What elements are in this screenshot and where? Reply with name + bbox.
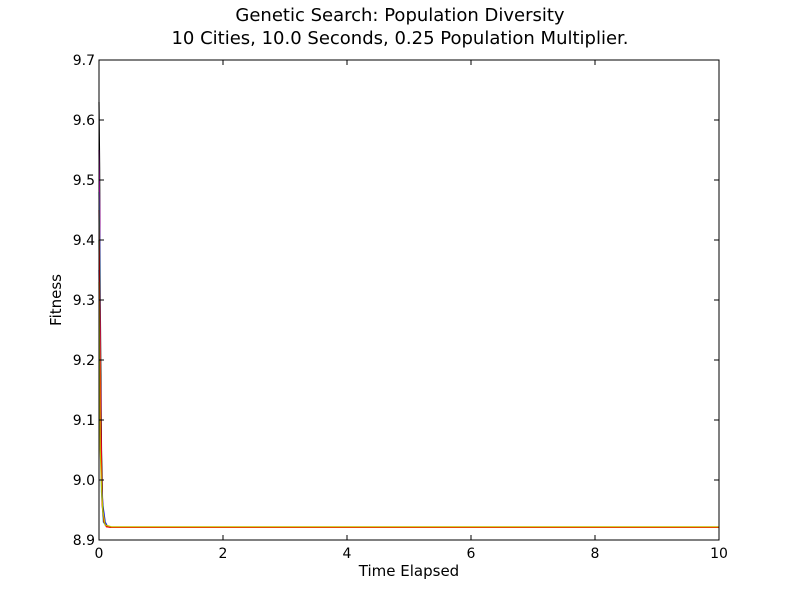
- y-tick-label: 9.5: [73, 173, 95, 189]
- y-tick-label: 9.0: [73, 473, 95, 489]
- y-tick-label: 9.2: [73, 353, 95, 369]
- y-tick-label: 9.7: [73, 53, 95, 69]
- y-tick-label: 9.4: [73, 233, 95, 249]
- y-tick-label: 9.1: [73, 413, 95, 429]
- x-tick-label: 6: [467, 546, 476, 562]
- x-tick-label: 2: [219, 546, 228, 562]
- plot-frame: [98, 59, 720, 541]
- chart-title: Genetic Search: Population Diversity: [235, 5, 565, 26]
- x-tick-label: 0: [95, 546, 104, 562]
- y-tick-label: 9.3: [73, 293, 95, 309]
- x-tick-label: 4: [343, 546, 352, 562]
- series-layer: [98, 101, 719, 529]
- x-axis-label: Time Elapsed: [358, 562, 459, 580]
- series-line-2: [98, 149, 719, 529]
- series-line-6: [98, 209, 719, 529]
- y-tick-label: 8.9: [73, 533, 95, 549]
- x-tick-label: 8: [591, 546, 600, 562]
- series-line-1: [98, 101, 719, 529]
- chart-subtitle: 10 Cities, 10.0 Seconds, 0.25 Population…: [171, 28, 629, 49]
- y-tick-label: 9.6: [73, 113, 95, 129]
- y-axis-label: Fitness: [47, 274, 65, 326]
- series-line-5: [98, 239, 719, 529]
- series-line-4: [98, 269, 719, 529]
- series-line-3: [98, 191, 719, 529]
- axes-layer: 0 2 4 6 8 10 8.9 9.0 9.1 9.2 9.3 9.4 9.5 9.6 9.7: [73, 53, 728, 562]
- x-tick-label: 10: [710, 546, 728, 562]
- series-line-7: [98, 281, 719, 528]
